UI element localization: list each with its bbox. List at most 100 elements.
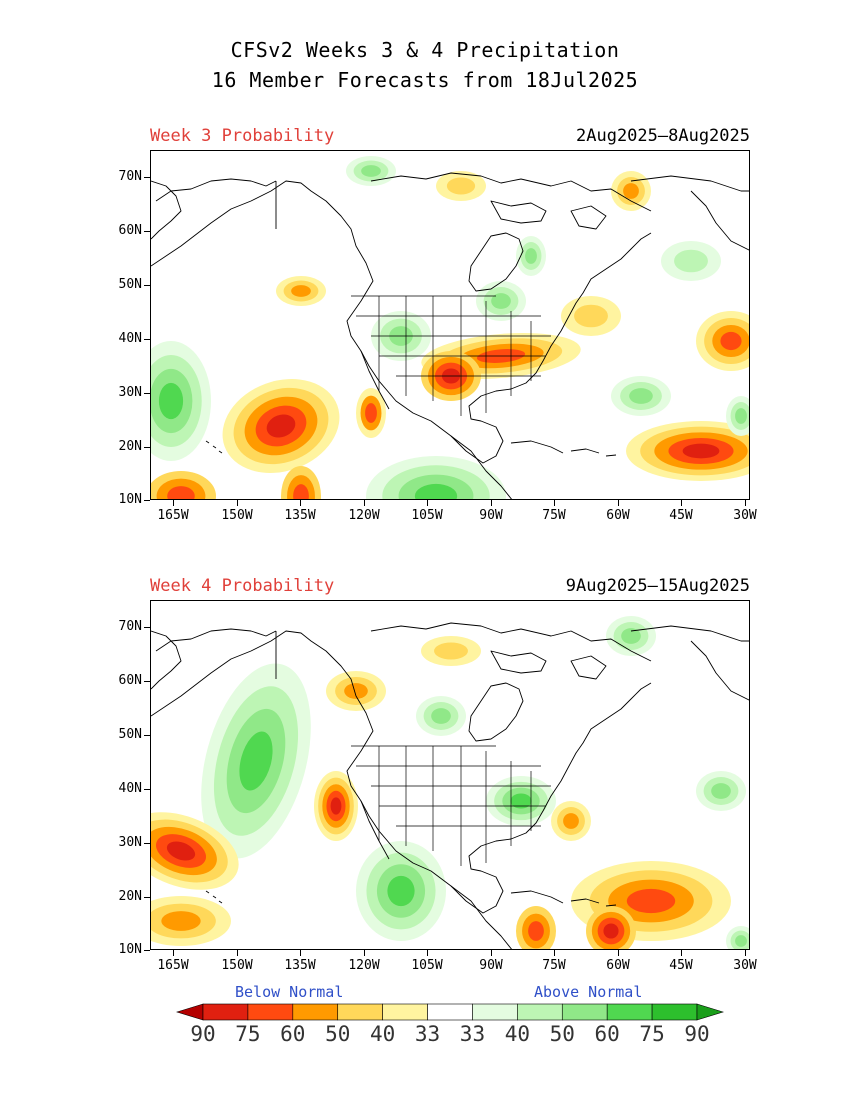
lat-tick bbox=[144, 447, 150, 448]
week4-label: Week 4 Probability bbox=[150, 576, 335, 596]
probability-contour bbox=[711, 783, 731, 799]
coastline bbox=[155, 178, 277, 202]
lat-tick bbox=[144, 339, 150, 340]
week4-map bbox=[150, 600, 750, 950]
probability-contour bbox=[387, 875, 415, 907]
lon-tick bbox=[554, 950, 555, 956]
probability-contour bbox=[166, 841, 196, 861]
probability-contour bbox=[431, 708, 451, 724]
lon-tick bbox=[491, 950, 492, 956]
lat-label: 60N bbox=[118, 223, 142, 238]
coastline bbox=[370, 622, 652, 662]
probability-contour bbox=[239, 731, 273, 791]
lon-label: 165W bbox=[157, 508, 189, 523]
probability-contour bbox=[293, 484, 309, 499]
chart-title-line2: 16 Member Forecasts from 18Jul2025 bbox=[211, 68, 639, 92]
colorbar-arrow-left bbox=[175, 1003, 204, 1021]
coastline bbox=[490, 650, 547, 674]
colorbar-segment bbox=[382, 1003, 428, 1021]
lon-tick bbox=[427, 500, 428, 506]
lon-label: 135W bbox=[284, 958, 316, 973]
lon-tick bbox=[237, 500, 238, 506]
lat-tick bbox=[144, 177, 150, 178]
probability-contour bbox=[574, 304, 608, 328]
lon-tick bbox=[618, 500, 619, 506]
lon-label: 105W bbox=[411, 508, 443, 523]
coastline bbox=[510, 440, 564, 454]
coastline bbox=[690, 640, 749, 701]
coastline bbox=[155, 628, 277, 652]
colorbar-segment bbox=[247, 1003, 294, 1021]
lon-label: 30W bbox=[733, 508, 757, 523]
lon-label: 60W bbox=[606, 958, 630, 973]
lon-label: 90W bbox=[479, 508, 503, 523]
below-normal-label: Below Normal bbox=[235, 983, 344, 1001]
colorbar-label: 33 bbox=[414, 1022, 441, 1046]
probability-contour bbox=[621, 628, 641, 644]
week3-map bbox=[150, 150, 750, 500]
week4-dates: 9Aug2025—15Aug2025 bbox=[565, 576, 750, 596]
lat-tick bbox=[144, 897, 150, 898]
probability-contour bbox=[528, 921, 544, 941]
lon-label: 60W bbox=[606, 508, 630, 523]
lon-tick bbox=[554, 500, 555, 506]
colorbar-label: 90 bbox=[684, 1022, 710, 1046]
lon-tick bbox=[491, 500, 492, 506]
coastline bbox=[510, 890, 564, 904]
probability-contour bbox=[626, 888, 676, 914]
lat-tick bbox=[144, 285, 150, 286]
coastline bbox=[690, 190, 749, 251]
lat-label: 70N bbox=[118, 619, 142, 634]
lon-label: 150W bbox=[221, 958, 253, 973]
lat-label: 10N bbox=[118, 942, 142, 957]
colorbar-label: 50 bbox=[549, 1022, 575, 1046]
colorbar-label: 50 bbox=[325, 1022, 351, 1046]
lat-label: 20N bbox=[118, 889, 142, 904]
lon-tick bbox=[681, 500, 682, 506]
lon-label: 45W bbox=[669, 958, 693, 973]
probability-contour bbox=[623, 183, 639, 199]
probability-contour bbox=[414, 483, 458, 499]
coastline bbox=[570, 205, 607, 230]
lat-label: 30N bbox=[118, 385, 142, 400]
colorbar-segment bbox=[606, 1003, 653, 1021]
probability-contour bbox=[161, 911, 201, 931]
probability-contour bbox=[510, 793, 532, 809]
colorbar-label: 33 bbox=[459, 1022, 486, 1046]
lat-tick bbox=[144, 231, 150, 232]
lon-label: 150W bbox=[221, 508, 253, 523]
week3-dates: 2Aug2025—8Aug2025 bbox=[576, 126, 750, 146]
probability-contour bbox=[446, 177, 476, 195]
lat-tick bbox=[144, 950, 150, 951]
lat-tick bbox=[144, 393, 150, 394]
probability-contour bbox=[674, 249, 708, 273]
lon-label: 120W bbox=[348, 958, 380, 973]
lon-label: 30W bbox=[733, 958, 757, 973]
lat-label: 70N bbox=[118, 169, 142, 184]
probability-contour bbox=[525, 248, 537, 264]
coastline bbox=[490, 200, 547, 224]
probability-contour bbox=[682, 443, 720, 459]
coastline bbox=[570, 898, 600, 904]
probability-contour bbox=[365, 403, 377, 423]
coastline bbox=[151, 630, 182, 690]
lat-label: 20N bbox=[118, 439, 142, 454]
coastline bbox=[151, 180, 182, 240]
week3-label: Week 3 Probability bbox=[150, 126, 335, 146]
lat-tick bbox=[144, 500, 150, 501]
chart-title-line1: CFSv2 Weeks 3 & 4 Precipitation bbox=[230, 38, 620, 62]
coastline bbox=[570, 448, 600, 454]
probability-contour bbox=[434, 642, 468, 660]
probability-contour bbox=[629, 388, 653, 404]
lat-label: 50N bbox=[118, 727, 142, 742]
probability-contour bbox=[603, 923, 619, 939]
lon-tick bbox=[300, 950, 301, 956]
coastline bbox=[151, 180, 652, 464]
lon-label: 45W bbox=[669, 508, 693, 523]
probability-contour bbox=[735, 408, 747, 424]
lon-label: 120W bbox=[348, 508, 380, 523]
lat-tick bbox=[144, 681, 150, 682]
coastline bbox=[605, 904, 617, 907]
probability-contour bbox=[266, 414, 296, 438]
probability-contour bbox=[330, 797, 342, 815]
